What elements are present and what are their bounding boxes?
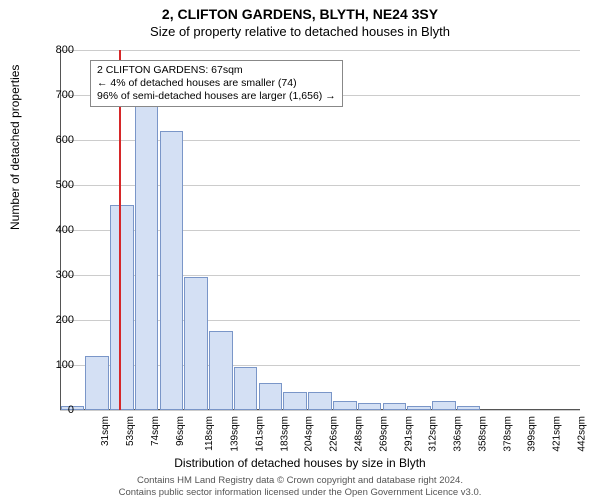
chart-container: 2, CLIFTON GARDENS, BLYTH, NE24 3SY Size…: [0, 0, 600, 500]
histogram-bar: [383, 403, 407, 410]
gridline: [60, 50, 580, 51]
histogram-bar: [209, 331, 233, 410]
x-tick-label: 248sqm: [354, 416, 365, 452]
y-tick-label: 800: [44, 44, 74, 56]
y-tick-label: 500: [44, 179, 74, 191]
annotation-box: 2 CLIFTON GARDENS: 67sqm← 4% of detached…: [90, 60, 343, 107]
histogram-bar: [184, 277, 208, 410]
x-tick-label: 312sqm: [428, 416, 439, 452]
histogram-bar: [407, 406, 431, 411]
x-tick-label: 74sqm: [150, 416, 161, 446]
histogram-bar: [457, 406, 481, 411]
annotation-line: ← 4% of detached houses are smaller (74): [97, 77, 336, 90]
x-tick-label: 336sqm: [453, 416, 464, 452]
histogram-bar: [333, 401, 357, 410]
histogram-bar: [308, 392, 332, 410]
y-tick-label: 100: [44, 359, 74, 371]
x-tick-label: 291sqm: [403, 416, 414, 452]
histogram-bar: [160, 131, 184, 410]
y-tick-label: 600: [44, 134, 74, 146]
y-tick-label: 300: [44, 269, 74, 281]
chart-subtitle: Size of property relative to detached ho…: [0, 22, 600, 39]
annotation-line: 2 CLIFTON GARDENS: 67sqm: [97, 64, 336, 77]
x-tick-label: 161sqm: [255, 416, 266, 452]
x-tick-label: 226sqm: [329, 416, 340, 452]
x-tick-label: 378sqm: [502, 416, 513, 452]
x-tick-label: 96sqm: [175, 416, 186, 446]
y-tick-label: 0: [44, 404, 74, 416]
x-axis-label: Distribution of detached houses by size …: [0, 456, 600, 470]
histogram-bar: [259, 383, 283, 410]
histogram-bar: [283, 392, 307, 410]
x-tick-label: 183sqm: [279, 416, 290, 452]
x-tick-label: 139sqm: [230, 416, 241, 452]
x-tick-label: 118sqm: [204, 416, 215, 451]
footer-line-2: Contains public sector information licen…: [0, 487, 600, 498]
x-tick-label: 269sqm: [378, 416, 389, 452]
x-tick-label: 421sqm: [552, 416, 563, 452]
histogram-bar: [432, 401, 456, 410]
footer-line-1: Contains HM Land Registry data © Crown c…: [0, 475, 600, 486]
plot: 2 CLIFTON GARDENS: 67sqm← 4% of detached…: [60, 50, 580, 410]
y-tick-label: 700: [44, 89, 74, 101]
gridline: [60, 410, 580, 411]
histogram-bar: [135, 86, 159, 410]
annotation-line: 96% of semi-detached houses are larger (…: [97, 90, 336, 103]
y-axis-label: Number of detached properties: [8, 65, 22, 230]
footer: Contains HM Land Registry data © Crown c…: [0, 475, 600, 498]
histogram-bar: [358, 403, 382, 410]
x-tick-label: 53sqm: [125, 416, 136, 446]
x-tick-label: 399sqm: [527, 416, 538, 452]
chart-title: 2, CLIFTON GARDENS, BLYTH, NE24 3SY: [0, 0, 600, 22]
y-tick-label: 400: [44, 224, 74, 236]
plot-area: 2 CLIFTON GARDENS: 67sqm← 4% of detached…: [60, 50, 580, 410]
histogram-bar: [110, 205, 134, 410]
x-tick-label: 204sqm: [304, 416, 315, 452]
x-tick-label: 442sqm: [576, 416, 587, 452]
histogram-bar: [234, 367, 258, 410]
histogram-bar: [85, 356, 109, 410]
x-tick-label: 31sqm: [100, 416, 111, 446]
x-tick-label: 358sqm: [477, 416, 488, 452]
y-tick-label: 200: [44, 314, 74, 326]
